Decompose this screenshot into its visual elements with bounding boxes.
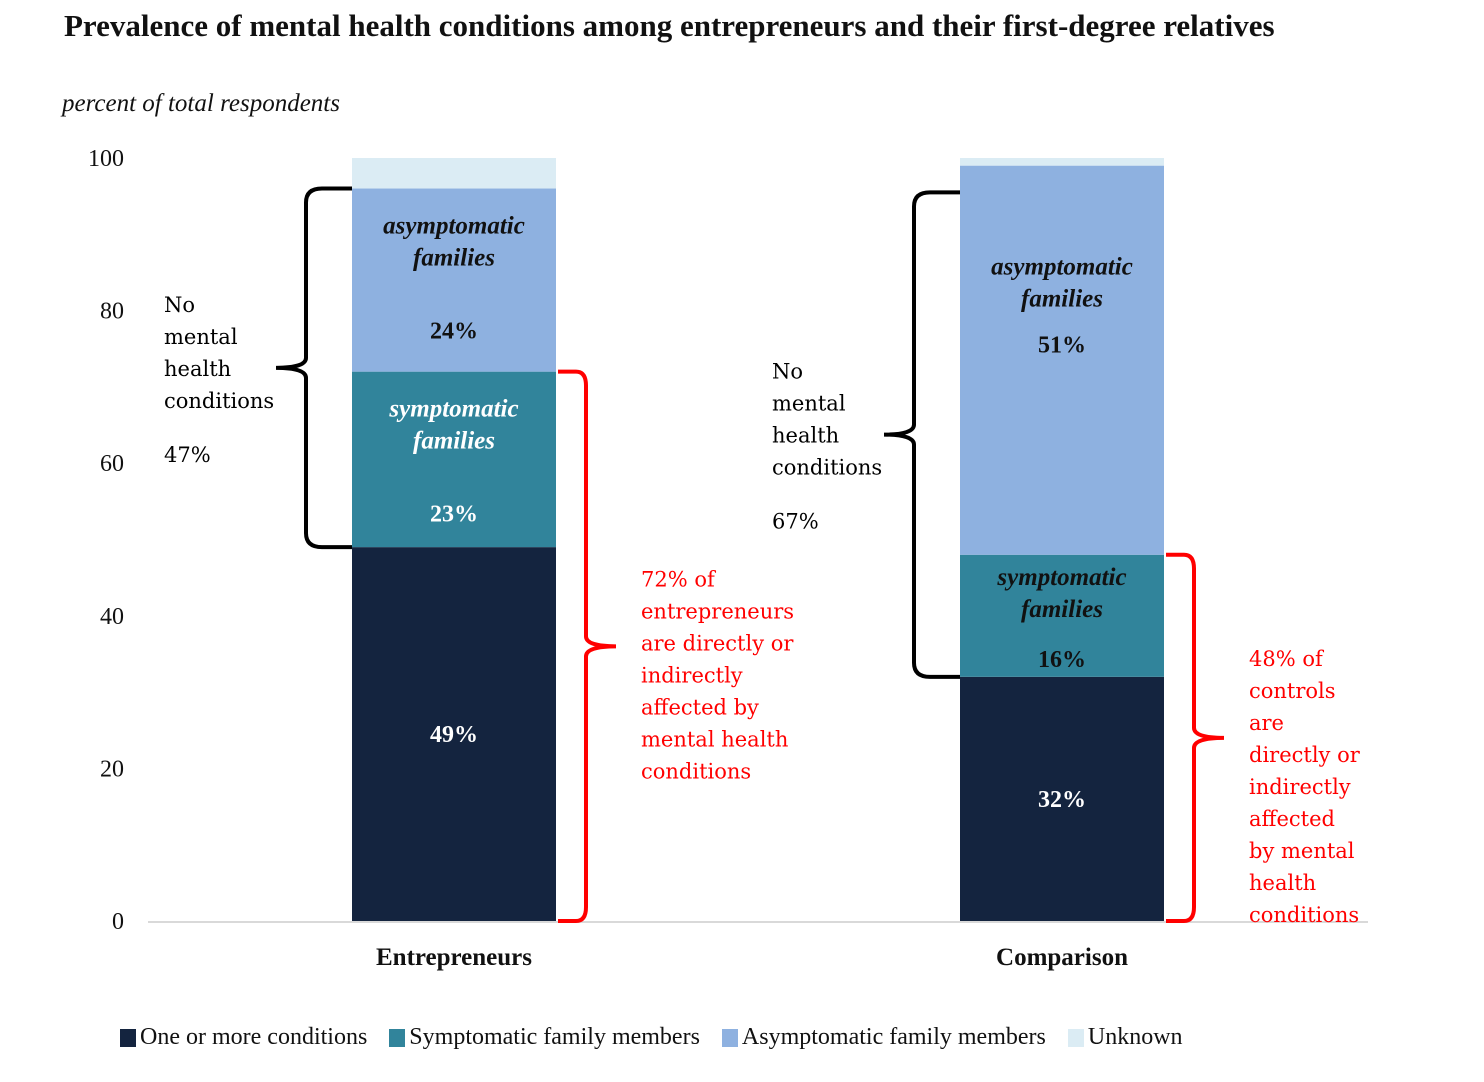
annotation-comparison-right-brace xyxy=(1166,552,1225,923)
annotation-comparison-left-text: conditions xyxy=(772,456,882,480)
bar-segment-entrepreneurs-symptomatic-family-members xyxy=(352,371,556,548)
annotation-comparison-left-text: No xyxy=(772,360,803,384)
segment-label-entrepreneurs-asymptomatic-family-members-caption: families xyxy=(413,245,495,272)
segment-label-comparison-asymptomatic-family-members-caption: families xyxy=(1021,286,1103,313)
segment-label-entrepreneurs-asymptomatic-family-members-caption: asymptomatic xyxy=(383,213,525,240)
segment-label-entrepreneurs-asymptomatic-family-members-value: 24% xyxy=(430,319,478,345)
annotation-comparison-right-text: health xyxy=(1249,871,1316,895)
legend-label: Unknown xyxy=(1087,1024,1183,1050)
annotation-comparison-right-text: 48% of xyxy=(1249,647,1325,671)
annotation-entrepreneurs-left-brace xyxy=(275,186,352,550)
bar-segment-comparison-asymptomatic-family-members xyxy=(960,165,1164,555)
x-tick-label-entrepreneurs: Entrepreneurs xyxy=(376,944,532,971)
annotation-entrepreneurs-right-brace xyxy=(558,369,617,923)
annotation-comparison-right-text: are xyxy=(1249,711,1284,735)
y-tick-label-100: 100 xyxy=(88,146,124,172)
legend-swatch xyxy=(721,1028,738,1047)
y-tick-label-40: 40 xyxy=(100,604,124,630)
annotation-comparison-right-text: affected xyxy=(1249,807,1335,831)
legend-item-unknown: Unknown xyxy=(1067,1024,1183,1051)
bar-segment-entrepreneurs-one-or-more-conditions xyxy=(352,547,556,921)
annotation-entrepreneurs-right-text: conditions xyxy=(641,759,751,783)
annotation-entrepreneurs-left-text: conditions xyxy=(164,389,274,413)
segment-label-entrepreneurs-one-or-more-conditions-value: 49% xyxy=(430,722,478,748)
y-tick-label-20: 20 xyxy=(100,756,124,782)
bar-segment-comparison-unknown xyxy=(960,158,1164,166)
annotation-comparison-right-text: conditions xyxy=(1249,903,1359,927)
chart-subtitle: percent of total respondents xyxy=(62,90,340,117)
segment-label-comparison-one-or-more-conditions-value: 32% xyxy=(1038,787,1086,813)
segment-label-comparison-asymptomatic-family-members-value: 51% xyxy=(1038,332,1086,358)
legend: One or more conditions Symptomatic famil… xyxy=(120,1024,1183,1051)
annotation-entrepreneurs-left-text: mental xyxy=(164,325,238,349)
segment-label-comparison-symptomatic-family-members-caption: symptomatic xyxy=(996,564,1126,591)
annotation-entrepreneurs-right-text: entrepreneurs xyxy=(641,599,794,623)
bar-segment-entrepreneurs-asymptomatic-family-members xyxy=(352,188,556,372)
legend-swatch xyxy=(120,1028,136,1047)
annotation-comparison-left-brace xyxy=(883,190,960,679)
segment-label-comparison-symptomatic-family-members-caption: families xyxy=(1021,596,1103,623)
legend-item-one-or-more: One or more conditions xyxy=(120,1024,367,1051)
annotation-comparison-right-text: controls xyxy=(1249,679,1336,703)
annotation-entrepreneurs-right-text: are directly or xyxy=(641,631,794,655)
y-tick-label-80: 80 xyxy=(100,299,124,325)
legend-swatch xyxy=(389,1028,406,1047)
annotation-comparison-right-text: by mental xyxy=(1249,839,1355,863)
annotation-entrepreneurs-left-text: health xyxy=(164,357,231,381)
legend-item-symptomatic: Symptomatic family members xyxy=(389,1024,700,1051)
annotation-entrepreneurs-right-text: affected by xyxy=(641,695,759,719)
y-tick-label-60: 60 xyxy=(100,451,124,477)
bar-segment-comparison-symptomatic-family-members xyxy=(960,554,1164,677)
annotation-comparison-left-value: 67% xyxy=(772,510,819,534)
legend-label: One or more conditions xyxy=(140,1024,368,1050)
segment-label-entrepreneurs-symptomatic-family-members-caption: symptomatic xyxy=(388,396,518,423)
annotation-entrepreneurs-right-text: mental health xyxy=(641,727,788,751)
annotation-entrepreneurs-left-text: No xyxy=(164,293,195,317)
legend-item-asymptomatic: Asymptomatic family members xyxy=(721,1024,1046,1051)
segment-label-comparison-symptomatic-family-members-value: 16% xyxy=(1038,647,1086,673)
y-tick-label-0: 0 xyxy=(112,909,124,935)
segment-label-entrepreneurs-symptomatic-family-members-value: 23% xyxy=(430,502,478,528)
chart-title: Prevalence of mental health conditions a… xyxy=(64,8,1275,43)
annotation-comparison-right-text: indirectly xyxy=(1249,775,1351,799)
annotation-entrepreneurs-right-text: indirectly xyxy=(641,663,743,687)
annotation-entrepreneurs-left-value: 47% xyxy=(164,443,211,467)
annotation-comparison-left-text: health xyxy=(772,424,839,448)
bar-segment-entrepreneurs-unknown xyxy=(352,158,556,189)
legend-swatch xyxy=(1067,1028,1084,1047)
annotation-comparison-right-text: directly or xyxy=(1249,743,1361,767)
legend-label: Symptomatic family members xyxy=(409,1024,700,1050)
segment-label-entrepreneurs-symptomatic-family-members-caption: families xyxy=(413,428,495,455)
segment-label-comparison-asymptomatic-family-members-caption: asymptomatic xyxy=(991,254,1133,281)
x-tick-label-comparison: Comparison xyxy=(996,944,1128,971)
annotation-comparison-left-text: mental xyxy=(772,392,846,416)
bar-segment-comparison-one-or-more-conditions xyxy=(960,676,1164,921)
annotation-entrepreneurs-right-text: 72% of xyxy=(641,567,717,591)
legend-label: Asymptomatic family members xyxy=(741,1024,1046,1050)
